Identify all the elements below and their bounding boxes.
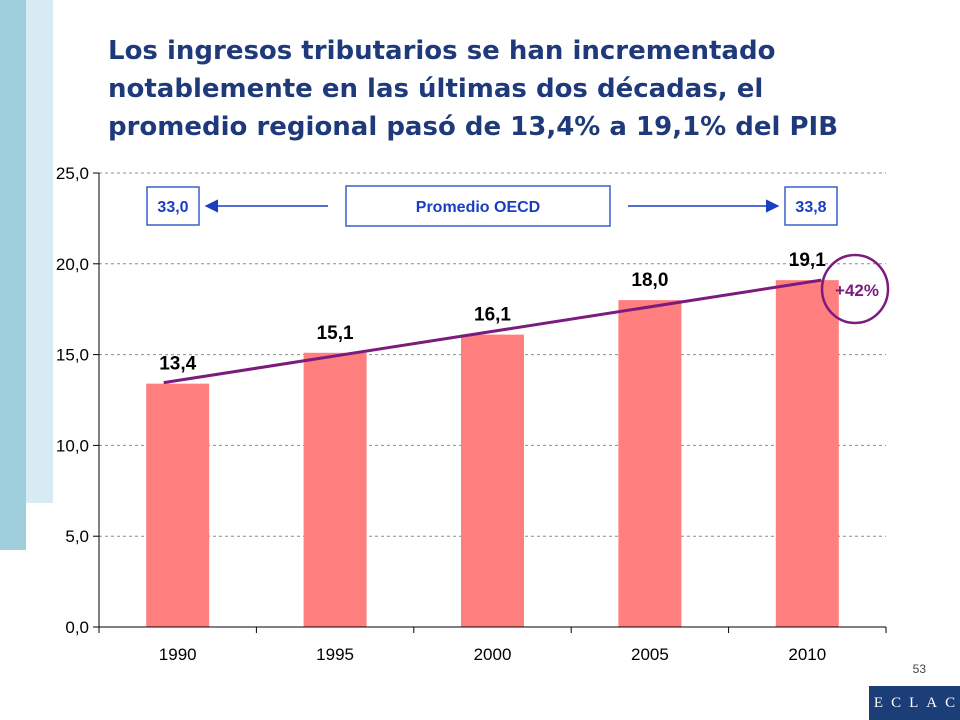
title-line-1: Los ingresos tributarios se han incremen… [108,36,776,66]
x-tick-label-2010: 2010 [788,645,826,664]
slide-title: Los ingresos tributarios se han incremen… [108,32,908,146]
grid-lines [99,172,886,537]
oecd-end-value: 33,8 [795,199,826,216]
growth-label: +42% [835,281,879,300]
y-tick-label-2: 10,0 [56,436,89,455]
value-label-2000: 16,1 [474,305,511,326]
value-label-2005: 18,0 [631,270,668,291]
axes [93,172,887,633]
labels: 0,0 5,0 10,0 15,0 20,0 25,0 13,4 1990 15,1 1995 16… [56,164,826,664]
side-bar-dark [0,0,26,550]
bar-1990 [146,383,210,627]
growth-circle [820,253,890,325]
y-tick-label-1: 5,0 [65,527,89,546]
eclac-logo: ECLAC [869,686,960,720]
x-tick-label-1990: 1990 [159,645,197,664]
bars [146,280,839,627]
y-tick-label-3: 15,0 [56,346,89,365]
y-tick-label-5: 25,0 [56,164,89,183]
y-tick-label-0: 0,0 [65,618,89,637]
overlay: 33,0 Promedio OECD 33,8 +42% [146,185,890,325]
bar-2000 [461,334,524,627]
trend-line [163,278,822,385]
oecd-start-box [146,186,200,226]
bar-2005 [618,300,682,627]
value-label-1995: 15,1 [317,323,354,344]
value-label-2010: 19,1 [789,250,826,271]
bar-2010 [775,280,839,627]
oecd-label-box [345,185,611,227]
x-tick-label-1995: 1995 [316,645,354,664]
oecd-label: Promedio OECD [416,199,540,216]
x-tick-label-2000: 2000 [474,645,512,664]
x-tick-label-2005: 2005 [631,645,669,664]
page-number: 53 [912,662,926,676]
oecd-end-box [784,186,838,226]
value-label-1990: 13,4 [159,354,196,375]
eclac-logo-text: ECLAC [873,694,960,711]
y-tick-label-4: 20,0 [56,255,89,274]
oecd-start-value: 33,0 [157,199,188,216]
bar-1995 [303,352,367,627]
side-bar-light [26,0,53,503]
title-line-2: notablemente en las últimas dos décadas,… [108,74,764,104]
title-line-3: promedio regional pasó de 13,4% a 19,1% … [108,112,839,142]
